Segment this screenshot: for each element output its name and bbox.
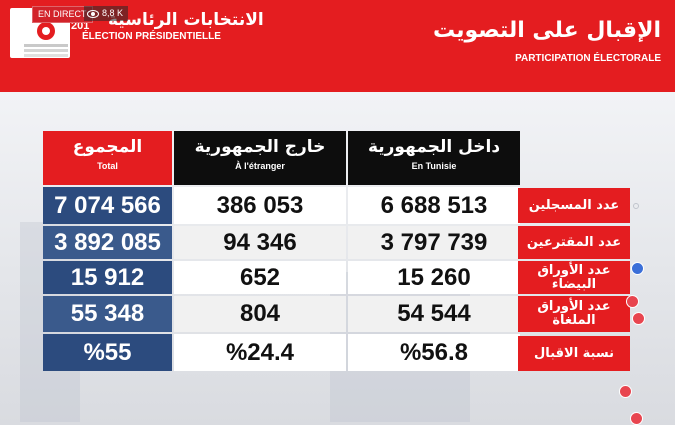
tunisia-turnout: %56.8 [348,334,520,371]
abroad-blank-ballots: 652 [174,261,346,294]
abroad-voters: 94 346 [174,226,346,259]
tunisia-void-ballots: 54 544 [348,296,520,332]
abroad-void-ballots: 804 [174,296,346,332]
participation-title-fr: PARTICIPATION ÉLECTORALE [515,53,661,64]
election-title-fr: ÉLECTION PRÉSIDENTIELLE [82,31,221,42]
abroad-registered: 386 053 [174,187,346,224]
election-title-ar: الانتخابات الرئاسية [108,10,264,30]
total-blank-ballots: 15 912 [43,261,172,294]
viewer-count-badge: 8,8 K [84,6,129,21]
reaction-dot [633,203,639,209]
abroad-turnout: %24.4 [174,334,346,371]
row-label-void-ballots: عدد الأوراق الملغاة [518,296,630,332]
column-header-abroad: خارج الجمهورية À l'étranger [174,131,346,185]
row-label-voters: عدد المقترعين [518,226,630,259]
viewer-count: 8,8 K [102,8,124,18]
row-label-turnout: نسبة الاقبال [518,336,630,371]
logo-year: 201 [71,20,90,32]
total-registered: 7 074 566 [43,187,172,224]
tunisia-registered: 6 688 513 [348,187,520,224]
header-banner: 201 الانتخابات الرئاسية ÉLECTION PRÉSIDE… [0,0,675,92]
total-turnout: %55 [43,334,172,371]
total-void-ballots: 55 348 [43,296,172,332]
love-reaction-icon [630,412,643,425]
love-reaction-icon [619,385,632,398]
love-reaction-icon [626,295,639,308]
tunisia-voters: 3 797 739 [348,226,520,259]
tunisia-blank-ballots: 15 260 [348,261,520,294]
love-reaction-icon [632,312,645,325]
like-reaction-icon [631,262,644,275]
eye-icon [87,9,99,18]
row-label-blank-ballots: عدد الأوراق البيضاء [518,261,630,294]
flag-emblem-icon [37,22,55,40]
column-header-tunisia: داخل الجمهورية En Tunisie [348,131,520,185]
participation-title-ar: الإقبال على التصويت [432,18,661,43]
row-label-registered: عدد المسجلين [518,188,630,223]
total-voters: 3 892 085 [43,226,172,259]
column-header-total: المجموع Total [43,131,172,185]
